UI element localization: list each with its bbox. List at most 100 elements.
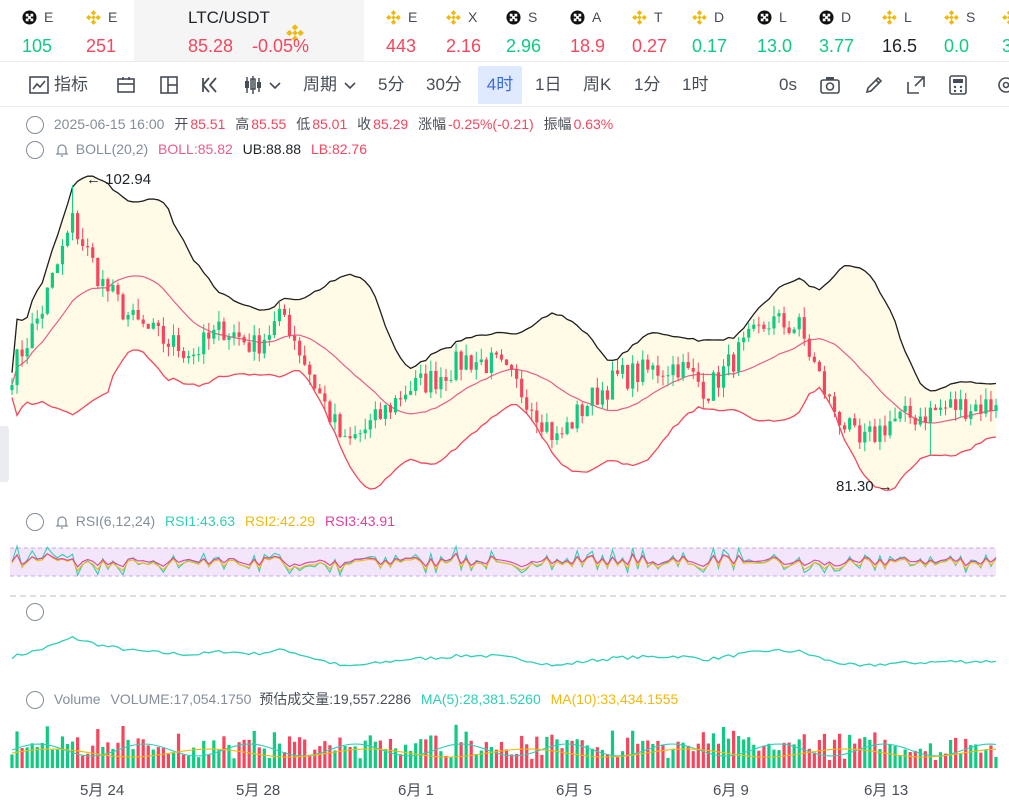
- collapse-toggle-icon[interactable]: [26, 116, 44, 135]
- bell-icon[interactable]: [54, 142, 70, 158]
- rsi2-value: RSI2:42.29: [245, 513, 316, 529]
- candle-body: [671, 364, 675, 376]
- interval-tab[interactable]: 周K: [583, 75, 612, 94]
- bell-icon[interactable]: [54, 514, 70, 530]
- volume-bar: [343, 746, 347, 768]
- chart-canvas[interactable]: [0, 108, 1009, 807]
- ticker-item[interactable]: L 13.0: [735, 0, 797, 61]
- ticker-item[interactable]: LTC/USDT 85.28 -0.05%: [134, 0, 364, 61]
- layout-icon[interactable]: [158, 74, 180, 96]
- volume-bar: [772, 749, 776, 768]
- calculator-icon[interactable]: [947, 74, 969, 96]
- ticker-item[interactable]: A 18.9: [548, 0, 610, 61]
- candle-body: [454, 351, 458, 380]
- candlestick-type-icon[interactable]: [242, 74, 264, 96]
- ticker-strip[interactable]: E 105 E 251 LTC/USDT 85.28 -0.05% E 443 X 2.16 S 2.9…: [0, 0, 1009, 62]
- ticker-item[interactable]: D 3.77: [797, 0, 860, 61]
- interval-tab[interactable]: 30分: [426, 75, 462, 94]
- candle-body: [555, 433, 559, 441]
- candle-body: [10, 385, 14, 391]
- interval-tab[interactable]: 1分: [634, 75, 661, 94]
- volume-bar: [721, 727, 726, 768]
- candle-body: [267, 335, 271, 340]
- candle-body: [943, 407, 948, 409]
- boll-legend: BOLL(20,2) BOLL:85.82 UB:88.88 LB:82.76: [26, 141, 373, 160]
- ticker-price: 2.96: [506, 36, 542, 56]
- replay-icon[interactable]: [199, 74, 221, 96]
- interval-tab[interactable]: 1日: [535, 75, 562, 94]
- ticker-item[interactable]: D 0.17: [670, 0, 735, 61]
- expand-icon[interactable]: [905, 74, 927, 96]
- panel-expand[interactable]: [26, 603, 50, 622]
- volume-bar: [424, 739, 428, 768]
- period-chevron-icon[interactable]: [343, 74, 357, 96]
- ticker-symbol: D: [714, 9, 725, 25]
- collapse-toggle-icon[interactable]: [26, 691, 44, 710]
- candle-body: [338, 414, 342, 437]
- expand-arrow-icon[interactable]: [26, 603, 44, 622]
- interval-tab[interactable]: 1时: [682, 75, 709, 94]
- volume-bar: [943, 753, 948, 768]
- boll-lower-line: [11, 349, 997, 491]
- volume-bar: [318, 746, 322, 768]
- volume-bar: [202, 740, 206, 768]
- candle-body: [484, 359, 488, 374]
- legend-datetime: 2025-06-15 16:00: [53, 116, 165, 132]
- volume-bar: [535, 736, 539, 768]
- volume-bar: [308, 754, 312, 768]
- candle-body: [530, 409, 534, 411]
- ticker-item[interactable]: S3: [980, 0, 1009, 61]
- ticker-item[interactable]: S 2.96: [484, 0, 548, 61]
- ticker-change: -0.05%: [252, 36, 310, 56]
- collapse-toggle-icon[interactable]: [26, 141, 44, 160]
- indicator-chart-icon[interactable]: [28, 74, 50, 96]
- settings-icon[interactable]: [995, 74, 1009, 96]
- ticker-item[interactable]: E 105: [0, 0, 64, 61]
- ticker-item[interactable]: E 251: [64, 0, 134, 61]
- volume-bar: [50, 749, 54, 768]
- time-axis-label: 6月 5: [556, 782, 592, 799]
- volume-value: VOLUME:17,054.1750: [110, 691, 252, 707]
- chevron-down-icon[interactable]: [268, 74, 282, 96]
- candle-body: [631, 363, 635, 389]
- indicators-button[interactable]: 指标: [54, 75, 88, 94]
- volume-bar: [358, 758, 362, 768]
- volume-bar: [636, 743, 640, 768]
- pencil-icon[interactable]: [863, 74, 885, 96]
- ticker-item[interactable]: S 0.0: [922, 0, 980, 61]
- volume-bar: [272, 732, 276, 768]
- candle-body: [469, 355, 473, 370]
- volume-bar: [681, 742, 685, 768]
- period-dropdown[interactable]: 周期: [303, 63, 337, 107]
- volume-bar: [176, 733, 181, 768]
- side-drawer-handle[interactable]: [0, 426, 9, 482]
- template-icon[interactable]: [115, 74, 137, 96]
- volume-bar: [620, 751, 625, 768]
- candle-body: [479, 359, 483, 363]
- collapse-toggle-icon[interactable]: [26, 513, 44, 532]
- candle-body: [954, 399, 958, 410]
- volume-bar: [605, 754, 610, 768]
- ticker-item[interactable]: L 16.5: [860, 0, 922, 61]
- candle-body: [580, 404, 584, 417]
- camera-icon[interactable]: [819, 74, 841, 96]
- volume-bar: [550, 734, 554, 768]
- interval-tab[interactable]: 4时: [478, 66, 522, 104]
- volume-bar: [848, 734, 852, 768]
- candle-body: [933, 407, 938, 411]
- open-label: 开: [174, 116, 189, 132]
- volume-bar: [631, 730, 635, 768]
- candle-body: [959, 399, 963, 410]
- ticker-item[interactable]: T 0.27: [610, 0, 670, 61]
- candle-body: [878, 425, 882, 442]
- candle-body: [151, 322, 155, 329]
- candle-body: [575, 404, 579, 429]
- interval-tab[interactable]: 5分: [378, 75, 405, 94]
- ticker-item[interactable]: E 443: [364, 0, 424, 61]
- volume-bar: [969, 745, 973, 768]
- candle-body: [676, 364, 680, 378]
- ticker-item[interactable]: X 2.16: [424, 0, 484, 61]
- candle-body: [318, 388, 322, 394]
- volume-bar: [363, 740, 367, 768]
